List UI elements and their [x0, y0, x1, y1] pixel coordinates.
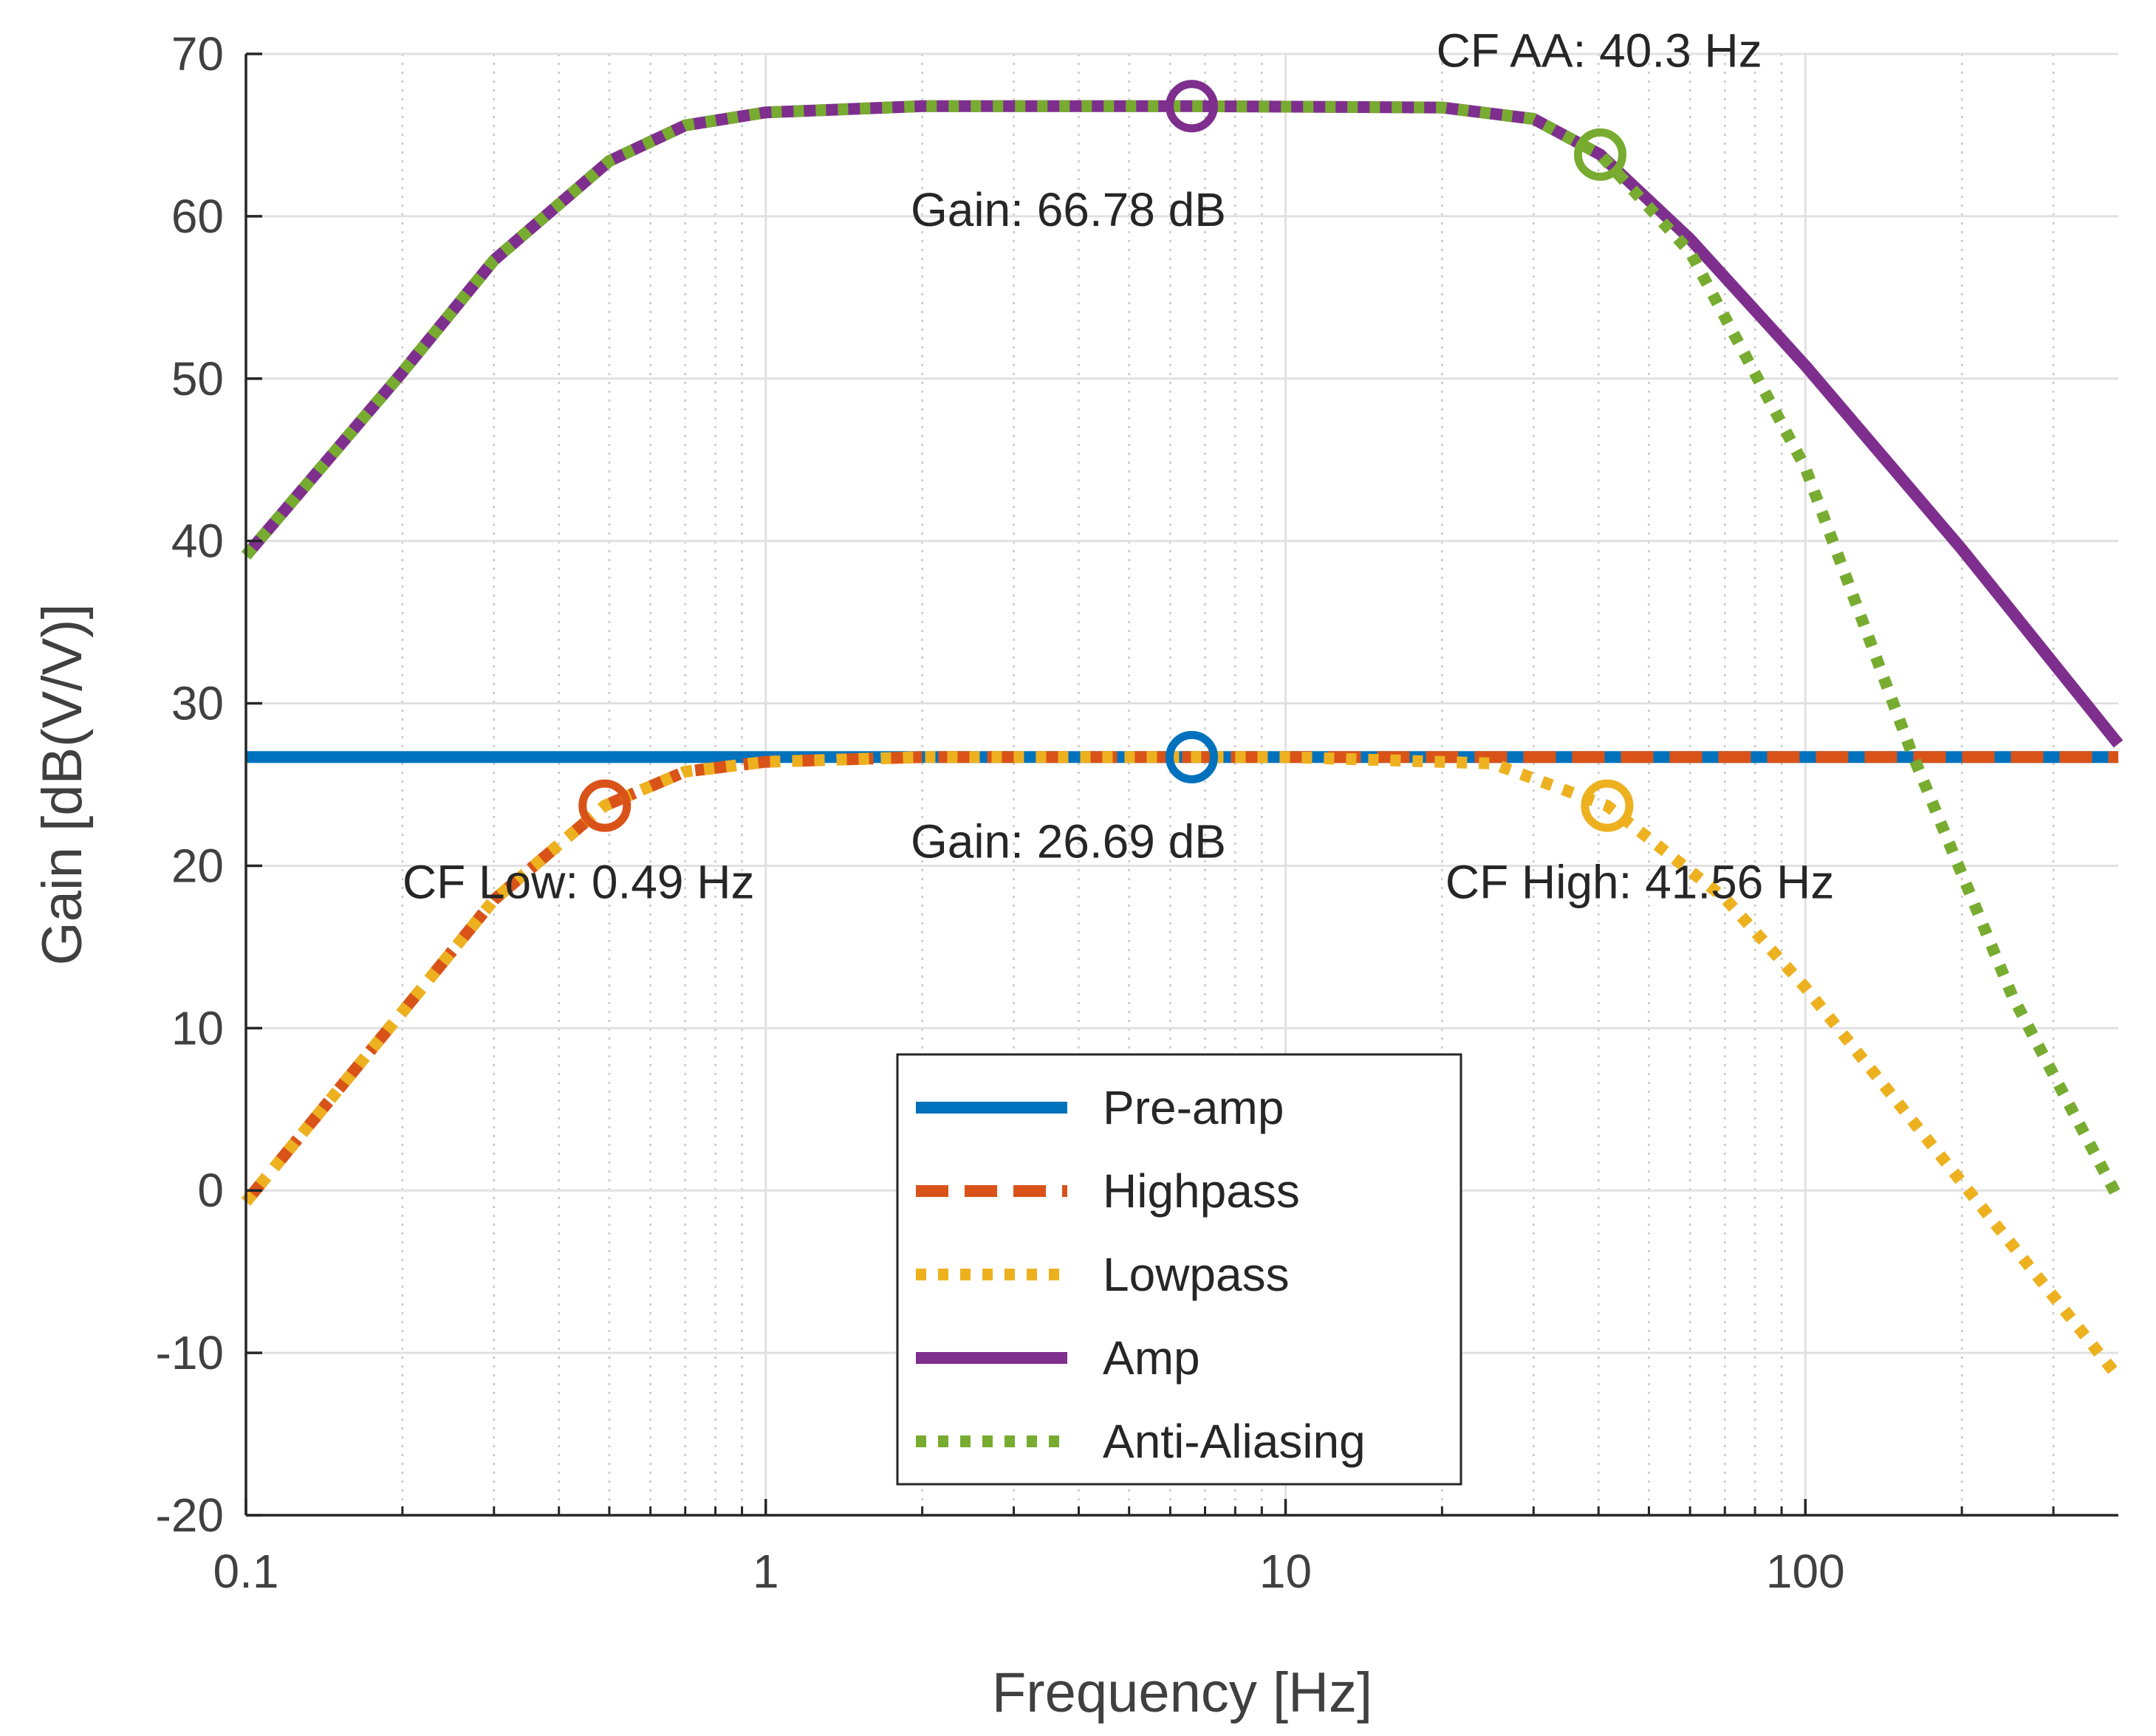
series-amp: [241, 100, 2124, 748]
y-tick-label: 0: [197, 1164, 224, 1217]
annotation-label: CF High: 41.56 Hz: [1445, 855, 1834, 908]
legend-entry-label: Pre-amp: [1103, 1081, 1284, 1134]
data-point-marker: [578, 779, 632, 832]
data-point-marker: [1166, 80, 1219, 133]
plot-axes: -20 -10 0 10 20 30 40 50 60 70 0.1 1 10 100: [156, 27, 2118, 1598]
y-axis-title: Gain [dB(V/V)]: [31, 604, 94, 966]
data-point-marker: [1574, 128, 1627, 181]
plot-markers: [578, 80, 1634, 832]
y-tick-label: 10: [171, 1001, 224, 1054]
y-tick-label: 70: [171, 27, 224, 80]
x-tick-label: 0.1: [213, 1545, 279, 1598]
y-tick-label: -10: [156, 1326, 225, 1379]
plot-series: [241, 100, 2124, 1382]
annotation-label: CF Low: 0.49 Hz: [403, 855, 755, 908]
x-tick-label: 100: [1766, 1545, 1845, 1598]
annotation-label: Gain: 26.69 dB: [911, 814, 1226, 868]
y-tick-label: 40: [171, 515, 224, 568]
x-axis-title: Frequency [Hz]: [992, 1661, 1372, 1724]
x-tick-label: 10: [1259, 1545, 1312, 1598]
x-tick-label: 1: [753, 1545, 779, 1598]
legend: Pre-amp Highpass Lowpass Amp Anti-Aliasing: [896, 1053, 1462, 1486]
annotation-label: CF AA: 40.3 Hz: [1437, 24, 1762, 78]
data-point-marker: [1166, 730, 1219, 783]
y-tick-label: 20: [171, 839, 224, 892]
y-tick-label: -20: [156, 1489, 225, 1542]
grid-lines: [244, 52, 2118, 1517]
legend-entry-label: Highpass: [1103, 1164, 1300, 1218]
y-tick-label: 50: [171, 352, 224, 405]
plot-annotations: CF AA: 40.3 Hz Gain: 66.78 dB Gain: 26.69 …: [403, 24, 1835, 909]
legend-entry-label: Lowpass: [1103, 1248, 1290, 1301]
legend-entry-label: Amp: [1103, 1331, 1200, 1385]
annotation-label: Gain: 66.78 dB: [911, 183, 1226, 236]
legend-entry-label: Anti-Aliasing: [1103, 1415, 1366, 1468]
y-tick-label: 30: [171, 677, 224, 730]
y-tick-label: 60: [171, 190, 224, 243]
data-point-marker: [1581, 779, 1634, 832]
series-lowpass: [241, 751, 2124, 1382]
